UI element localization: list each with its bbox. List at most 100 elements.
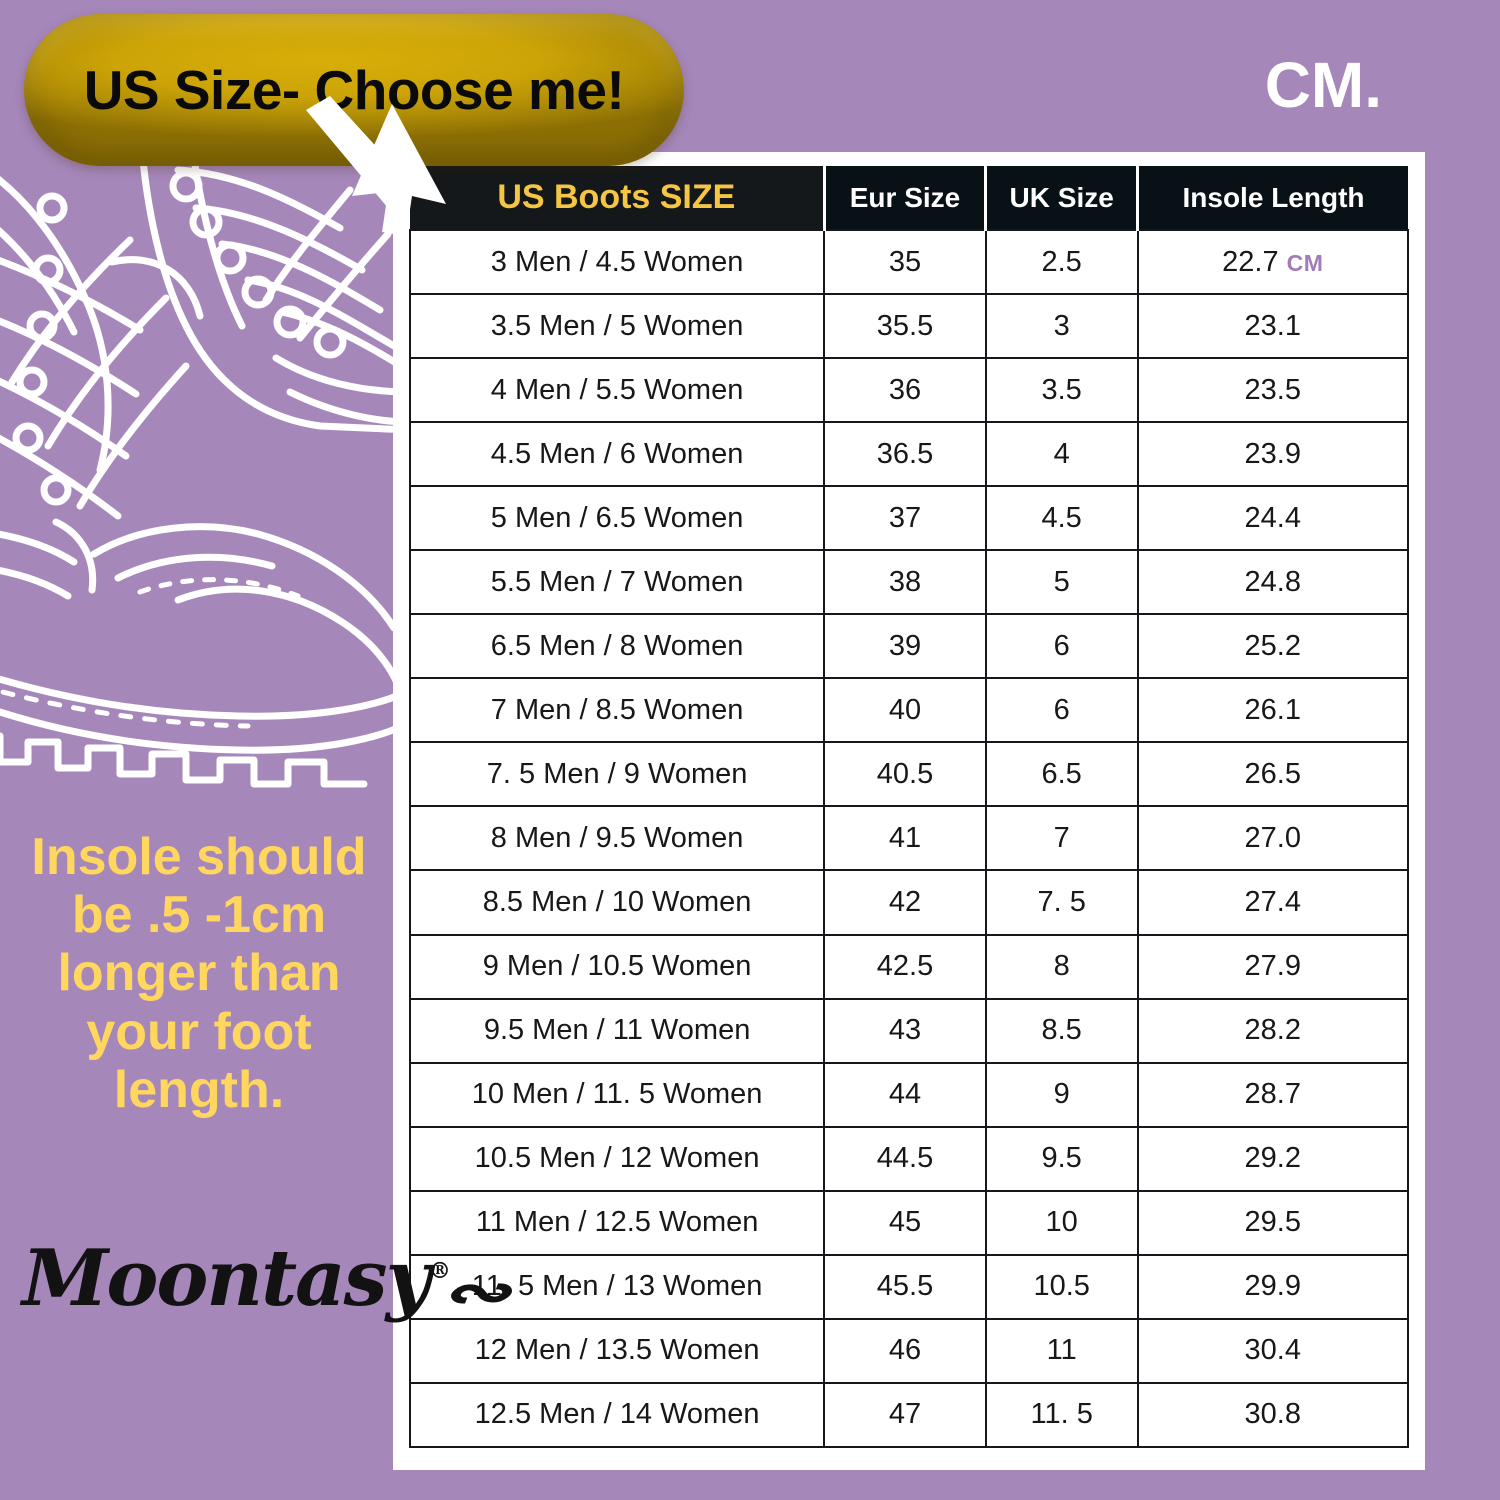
cell-insole-length: 27.0 xyxy=(1136,805,1410,872)
cell-uk-size: 4 xyxy=(984,421,1139,488)
brand-name: Moontasy xyxy=(22,1233,431,1324)
cell-us-size: 8 Men / 9.5 Women xyxy=(408,805,826,872)
table-row: 5.5 Men / 7 Women 38 5 24.8 xyxy=(408,549,1410,616)
cell-us-size: 6.5 Men / 8 Women xyxy=(408,613,826,680)
cell-uk-size: 8 xyxy=(984,933,1139,1000)
cell-insole-length: 24.4 xyxy=(1136,485,1410,552)
cell-eur-size: 36 xyxy=(823,357,987,424)
unit-label: CM. xyxy=(1264,49,1382,121)
cell-eur-size: 36.5 xyxy=(823,421,987,488)
brand-logo: Moontasy®∾ xyxy=(22,1240,510,1321)
cell-insole-length: 29.9 xyxy=(1136,1253,1410,1320)
table-row: 3.5 Men / 5 Women 35.5 3 23.1 xyxy=(408,293,1410,360)
cell-us-size: 11 Men / 12.5 Women xyxy=(408,1189,826,1256)
cell-uk-size: 10.5 xyxy=(984,1253,1139,1320)
cell-eur-size: 44 xyxy=(823,1061,987,1128)
cell-insole-length: 30.8 xyxy=(1136,1381,1410,1449)
cell-uk-size: 10 xyxy=(984,1189,1139,1256)
table-header: US Boots SIZE Eur Size UK Size Insole Le… xyxy=(410,166,1408,230)
cell-insole-length: 27.9 xyxy=(1136,933,1410,1000)
cell-us-size: 12.5 Men / 14 Women xyxy=(408,1381,826,1449)
table-row: 11. 5 Men / 13 Women 45.5 10.5 29.9 xyxy=(408,1253,1410,1320)
table-row: 7. 5 Men / 9 Women 40.5 6.5 26.5 xyxy=(408,741,1410,808)
cell-uk-size: 11. 5 xyxy=(984,1381,1139,1449)
size-chart-table: US Boots SIZE Eur Size UK Size Insole Le… xyxy=(408,166,1410,1449)
insole-advice-note: Insole should be .5 -1cm longer than you… xyxy=(31,828,367,1119)
cell-us-size: 5.5 Men / 7 Women xyxy=(408,549,826,616)
cell-us-size: 9 Men / 10.5 Women xyxy=(408,933,826,1000)
pointer-arrow-icon xyxy=(306,96,446,236)
size-chart-card: US Boots SIZE Eur Size UK Size Insole Le… xyxy=(393,152,1425,1470)
cell-eur-size: 46 xyxy=(823,1317,987,1384)
cell-us-size: 9.5 Men / 11 Women xyxy=(408,997,826,1064)
cell-uk-size: 2.5 xyxy=(984,228,1139,296)
cell-us-size: 11. 5 Men / 13 Women xyxy=(408,1253,826,1320)
cell-uk-size: 6 xyxy=(984,613,1139,680)
table-row: 8.5 Men / 10 Women 42 7. 5 27.4 xyxy=(408,869,1410,936)
cell-insole-length: 26.5 xyxy=(1136,741,1410,808)
cell-eur-size: 40.5 xyxy=(823,741,987,808)
cell-uk-size: 8.5 xyxy=(984,997,1139,1064)
cell-eur-size: 35.5 xyxy=(823,293,987,360)
cell-us-size: 4.5 Men / 6 Women xyxy=(408,421,826,488)
cell-eur-size: 39 xyxy=(823,613,987,680)
header-row: US Boots SIZE Eur Size UK Size Insole Le… xyxy=(410,166,1408,230)
cell-us-size: 10.5 Men / 12 Women xyxy=(408,1125,826,1192)
cell-eur-size: 42.5 xyxy=(823,933,987,1000)
table-row: 6.5 Men / 8 Women 39 6 25.2 xyxy=(408,613,1410,680)
cell-insole-length: 23.5 xyxy=(1136,357,1410,424)
table-row: 12.5 Men / 14 Women 47 11. 5 30.8 xyxy=(408,1381,1410,1449)
table-row: 9 Men / 10.5 Women 42.5 8 27.9 xyxy=(408,933,1410,1000)
cell-insole-length: 24.8 xyxy=(1136,549,1410,616)
table-row: 10.5 Men / 12 Women 44.5 9.5 29.2 xyxy=(408,1125,1410,1192)
table-body: 3 Men / 4.5 Women 3 5 2.5 22.7 CM 3.5 Men / 5 … xyxy=(408,228,1410,1449)
table-row: 12 Men / 13.5 Women 46 11 30.4 xyxy=(408,1317,1410,1384)
cell-insole-length: 28.7 xyxy=(1136,1061,1410,1128)
cell-insole-length: 27.4 xyxy=(1136,869,1410,936)
table-row: 11 Men / 12.5 Women 45 10 29.5 xyxy=(408,1189,1410,1256)
cell-uk-size: 7 xyxy=(984,805,1139,872)
cell-us-size: 7 Men / 8.5 Women xyxy=(408,677,826,744)
cell-uk-size: 6.5 xyxy=(984,741,1139,808)
table-row: 4 Men / 5.5 Women 36 3.5 23.5 xyxy=(408,357,1410,424)
cell-eur-size: 44.5 xyxy=(823,1125,987,1192)
cell-insole-length: 23.9 xyxy=(1136,421,1410,488)
cell-insole-length: 23.1 xyxy=(1136,293,1410,360)
cell-eur-size: 47 xyxy=(823,1381,987,1449)
cell-insole-length: 30.4 xyxy=(1136,1317,1410,1384)
cell-eur-size: 37 xyxy=(823,485,987,552)
cell-eur-size: 45.5 xyxy=(823,1253,987,1320)
table-row: 5 Men / 6.5 Women 37 4.5 24.4 xyxy=(408,485,1410,552)
column-header-eur-size: Eur Size xyxy=(822,166,986,230)
cell-insole-length: 29.2 xyxy=(1136,1125,1410,1192)
cell-insole-length: 29.5 xyxy=(1136,1189,1410,1256)
cell-us-size: 7. 5 Men / 9 Women xyxy=(408,741,826,808)
cell-uk-size: 5 xyxy=(984,549,1139,616)
badge-label: US Size- Choose me! xyxy=(83,58,625,121)
table-row: 8 Men / 9.5 Women 41 7 27.0 xyxy=(408,805,1410,872)
column-header-insole-len: Insole Length xyxy=(1136,166,1408,230)
cell-us-size: 5 Men / 6.5 Women xyxy=(408,485,826,552)
cell-uk-size: 6 xyxy=(984,677,1139,744)
column-header-us-size: US Boots SIZE xyxy=(410,166,825,230)
cell-eur-size: 40 xyxy=(823,677,987,744)
cell-uk-size: 9.5 xyxy=(984,1125,1139,1192)
cell-uk-size: 9 xyxy=(984,1061,1139,1128)
cell-us-size: 4 Men / 5.5 Women xyxy=(408,357,826,424)
table-row: 4.5 Men / 6 Women 36.5 4 23.9 xyxy=(408,421,1410,488)
cell-eur-size: 45 xyxy=(823,1189,987,1256)
cell-uk-size: 7. 5 xyxy=(984,869,1139,936)
column-header-uk-size: UK Size xyxy=(984,166,1138,230)
table-row: 7 Men / 8.5 Women 40 6 26.1 xyxy=(408,677,1410,744)
cell-eur-size: 43 xyxy=(823,997,987,1064)
logo-swirl-icon: ∾ xyxy=(439,1259,510,1325)
cell-insole-length: 28.2 xyxy=(1136,997,1410,1064)
cell-eur-size: 42 xyxy=(823,869,987,936)
cell-uk-size: 4.5 xyxy=(984,485,1139,552)
cell-eur-size: 38 xyxy=(823,549,987,616)
cell-insole-length: 22.7 CM xyxy=(1136,228,1410,296)
cell-us-size: 8.5 Men / 10 Women xyxy=(408,869,826,936)
table-row: 10 Men / 11. 5 Women 44 9 28.7 xyxy=(408,1061,1410,1128)
cell-us-size: 3 Men / 4.5 Women xyxy=(408,228,826,296)
cell-uk-size: 3 xyxy=(984,293,1139,360)
